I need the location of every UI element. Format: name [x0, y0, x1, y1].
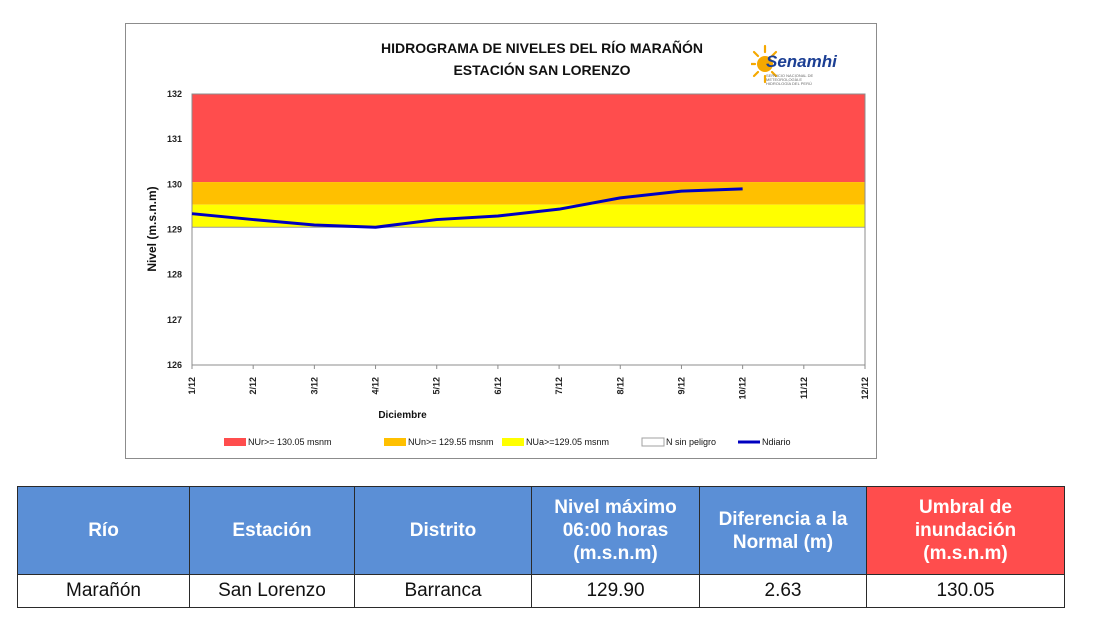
x-tick-label: 8/12: [615, 377, 625, 395]
legend-label: NUr>= 130.05 msnm: [248, 437, 332, 447]
band-0: [192, 94, 865, 183]
x-tick-label: 9/12: [676, 377, 686, 395]
x-tick-label: 2/12: [248, 377, 258, 395]
legend-swatch: [502, 438, 524, 446]
header-nivel-maximo: Nivel máximo 06:00 horas (m.s.n.m): [531, 486, 700, 575]
legend-swatch: [641, 437, 665, 447]
x-tick-label: 11/12: [799, 377, 809, 399]
cell-distrito: Barranca: [354, 574, 532, 608]
band-3: [192, 227, 865, 365]
y-tick-label: 132: [167, 89, 182, 99]
x-tick-label: 10/12: [738, 377, 748, 400]
x-tick-label: 3/12: [309, 377, 319, 395]
table-row: Marañón San Lorenzo Barranca 129.90 2.63…: [17, 574, 1065, 608]
legend-label: NUa>=129.05 msnm: [526, 437, 609, 447]
series-line-ndiario: [191, 187, 743, 229]
cell-nivel-maximo: 129.90: [531, 574, 700, 608]
senamhi-sun-logo: [751, 44, 778, 84]
y-tick-label: 127: [167, 315, 182, 325]
y-tick-label: 126: [167, 360, 182, 370]
x-tick-label: 12/12: [860, 377, 870, 400]
y-tick-label: 129: [167, 225, 182, 235]
cell-diferencia: 2.63: [699, 574, 867, 608]
band-1: [192, 182, 865, 205]
logo-wordmark: Senamhi: [766, 52, 837, 71]
cell-rio: Marañón: [17, 574, 190, 608]
x-tick-label: 5/12: [432, 377, 442, 395]
x-tick-label: 6/12: [493, 377, 503, 395]
y-tick-label: 130: [167, 179, 182, 189]
cell-estacion: San Lorenzo: [189, 574, 355, 608]
legend-label: N sin peligro: [666, 437, 716, 447]
header-distrito: Distrito: [354, 486, 532, 575]
legend-swatch: [224, 438, 246, 446]
x-tick-label: 4/12: [371, 377, 381, 395]
x-tick-label: 1/12: [187, 377, 197, 395]
chart-frame: 126 127 128 129 130 131 132 1/12 2/12 3/12 4/12 5/1…: [125, 23, 877, 459]
header-diferencia: Diferencia a la Normal (m): [699, 486, 867, 575]
legend-swatch: [384, 438, 406, 446]
band-2: [192, 204, 865, 228]
chart-subtitle: ESTACIÓN SAN LORENZO: [453, 61, 630, 78]
logo-subtitle: SERVICIO NACIONAL DE METEOROLOGÍA E HIDR…: [766, 73, 814, 86]
header-estacion: Estación: [189, 486, 355, 575]
y-tick-label: 131: [167, 134, 182, 144]
header-rio: Río: [17, 486, 190, 575]
chart-svg: 126 127 128 129 130 131 132 1/12 2/12 3/12 4/12 5/1…: [145, 39, 870, 447]
cell-umbral: 130.05: [866, 574, 1065, 608]
chart-title: HIDROGRAMA DE NIVELES DEL RÍO MARAÑÓN: [381, 39, 703, 56]
plot-area-border: [191, 93, 866, 366]
station-table: Río Estación Distrito Nivel máximo 06:00…: [17, 486, 1065, 608]
y-tick-label: 128: [167, 270, 182, 280]
y-axis-label: Nivel (m.s.n.m): [145, 186, 159, 271]
x-axis-label: Diciembre: [378, 410, 427, 421]
legend-label: Ndiario: [762, 437, 791, 447]
table-header-row: Río Estación Distrito Nivel máximo 06:00…: [17, 486, 1065, 575]
x-tick-label: 7/12: [554, 377, 564, 395]
header-umbral: Umbral de inundación (m.s.n.m): [866, 486, 1065, 575]
legend-label: NUn>= 129.55 msnm: [408, 437, 494, 447]
